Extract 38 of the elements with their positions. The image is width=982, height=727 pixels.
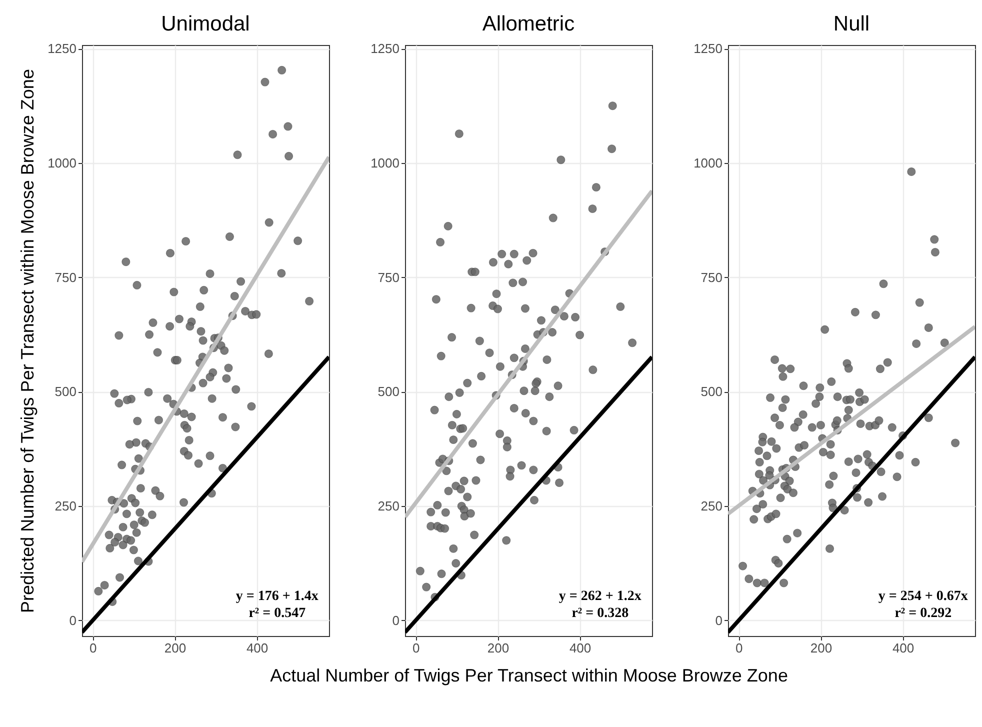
x-tick-label: 0 [90,640,97,656]
annotation: y = 254 + 0.67x [878,589,968,604]
y-tick-label: 500 [378,384,400,400]
y-tick-label: 500 [700,384,722,400]
y-tick-label: 500 [54,384,76,400]
x-tick-label: 400 [569,640,592,656]
y-tick-label: 0 [715,612,722,628]
y-tick-label: 1250 [694,41,722,56]
y-tick-label: 0 [69,612,76,628]
y-axis-title: Predicted Number of Twigs Per Transect within Moose Browze Zone [18,69,38,613]
annotation: y = 262 + 1.2x [558,589,642,604]
y-tick-label: 250 [378,498,400,514]
y-tick-label: 250 [700,498,722,514]
x-axis-title: Actual Number of Twigs Per Transect within Moose Browze Zone [270,666,788,686]
y-tick-label: 0 [392,612,400,628]
annotation: r² = 0.547 [248,606,306,621]
x-tick-label: 200 [164,640,186,656]
y-tick-label: 750 [378,270,400,285]
x-tick-label: 200 [810,640,832,656]
chart-title: Null [833,12,870,36]
chart-title: Unimodal [161,12,250,36]
annotation: r² = 0.328 [572,606,629,621]
y-tick-label: 1000 [48,156,76,171]
x-tick-label: 400 [246,640,268,656]
y-tick-label: 750 [54,270,76,285]
annotation: r² = 0.292 [894,606,952,621]
x-tick-label: 0 [736,640,743,656]
y-tick-label: 1250 [370,41,400,56]
y-tick-label: 1000 [370,156,400,171]
x-tick-label: 200 [487,640,510,656]
chart-title: Allometric [482,12,575,36]
x-tick-label: 0 [412,640,420,656]
x-tick-label: 400 [892,640,914,656]
y-tick-label: 750 [700,270,722,285]
y-tick-label: 1250 [48,41,76,56]
y-tick-label: 250 [54,498,76,514]
y-tick-label: 1000 [694,156,722,171]
annotation: y = 176 + 1.4x [236,589,318,604]
